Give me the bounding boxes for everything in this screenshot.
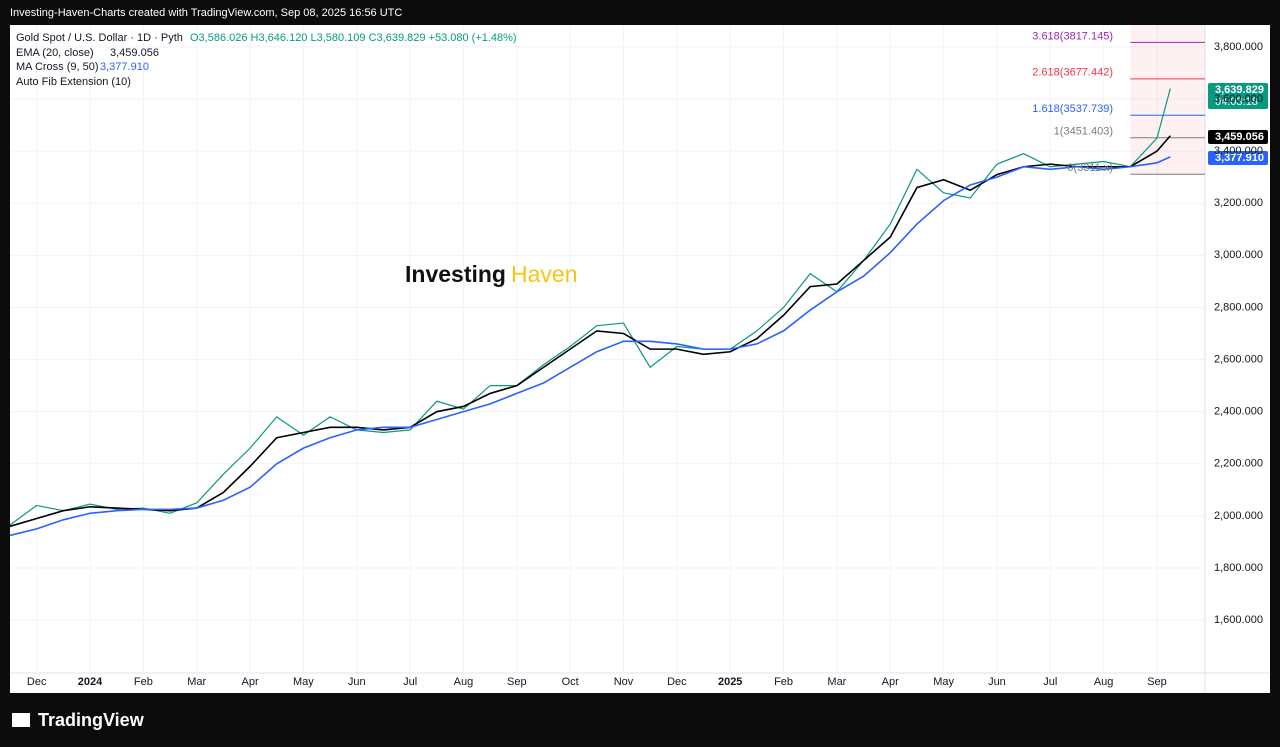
x-tick-label: Apr bbox=[242, 676, 259, 688]
x-tick-label: May bbox=[293, 676, 314, 688]
y-tick-label: 2,200.000 bbox=[1214, 458, 1263, 470]
legend-ma: MA Cross (9, 50) bbox=[16, 61, 99, 73]
y-tick-label: 2,400.000 bbox=[1214, 406, 1263, 418]
y-tick-label: 3,800.000 bbox=[1214, 41, 1263, 53]
x-tick-label: Feb bbox=[134, 676, 153, 688]
series bbox=[9, 88, 1171, 537]
y-tick-label: 3,600.000 bbox=[1214, 93, 1263, 105]
x-tick-label: May bbox=[933, 676, 954, 688]
y-tick-label: 3,000.000 bbox=[1214, 249, 1263, 261]
x-tick-label: Jul bbox=[1043, 676, 1057, 688]
y-tick-label: 2,800.000 bbox=[1214, 301, 1263, 313]
legend-ema: EMA (20, close) bbox=[16, 47, 94, 59]
x-tick-label: Dec bbox=[27, 676, 47, 688]
watermark-haven: Haven bbox=[511, 261, 577, 287]
x-tick-label: 2025 bbox=[718, 676, 742, 688]
brand: TradingView bbox=[38, 710, 145, 730]
x-tick-label: Aug bbox=[454, 676, 474, 688]
ma-badge-text: 3,377.910 bbox=[1215, 152, 1264, 164]
legend-ohlc: O3,586.026 H3,646.120 L3,580.109 C3,639.… bbox=[190, 32, 517, 44]
price-badge bbox=[1208, 83, 1268, 109]
x-tick-label: Oct bbox=[562, 676, 579, 688]
series-line bbox=[9, 88, 1171, 526]
fib-label: 0(3311.x) bbox=[1067, 162, 1113, 174]
fib-label: 1.618(3537.739) bbox=[1032, 103, 1113, 115]
y-tick-label: 2,000.000 bbox=[1214, 510, 1263, 522]
x-tick-label: Mar bbox=[827, 676, 846, 688]
ma-badge bbox=[1208, 151, 1268, 165]
legend-ma-value: 3,377.910 bbox=[100, 61, 149, 73]
grid bbox=[10, 25, 1205, 673]
legend-ema-value: 3,459.056 bbox=[110, 47, 159, 59]
x-tick-label: Mar bbox=[187, 676, 206, 688]
y-tick-label: 3,400.000 bbox=[1214, 145, 1263, 157]
watermark-investing: Investing bbox=[405, 261, 506, 287]
y-tick-label: 1,600.000 bbox=[1214, 614, 1263, 626]
y-tick-label: 1,800.000 bbox=[1214, 562, 1263, 574]
ema-badge-text: 3,459.056 bbox=[1215, 131, 1264, 143]
x-tick-label: Dec bbox=[667, 676, 687, 688]
y-tick-label: 3,200.000 bbox=[1214, 197, 1263, 209]
x-tick-label: 2024 bbox=[78, 676, 103, 688]
y-tick-label: 2,600.000 bbox=[1214, 353, 1263, 365]
x-tick-label: Sep bbox=[1147, 676, 1167, 688]
plot-background bbox=[10, 25, 1270, 693]
x-tick-label: Feb bbox=[774, 676, 793, 688]
header-title: Investing-Haven-Charts created with Trad… bbox=[10, 7, 402, 19]
x-tick-label: Jul bbox=[403, 676, 417, 688]
legend-fib: Auto Fib Extension (10) bbox=[16, 76, 131, 88]
x-tick-label: Apr bbox=[882, 676, 899, 688]
x-tick-label: Jun bbox=[348, 676, 366, 688]
ema-badge bbox=[1208, 130, 1268, 144]
x-tick-label: Sep bbox=[507, 676, 527, 688]
price-badge-text: 3,639.829 bbox=[1215, 84, 1264, 96]
fib-label: 1(3451.403) bbox=[1054, 126, 1113, 138]
x-tick-label: Nov bbox=[614, 676, 634, 688]
fib-label: 3.618(3817.145) bbox=[1032, 30, 1113, 42]
countdown: 04:03:18 bbox=[1215, 96, 1258, 108]
series-line bbox=[9, 156, 1171, 537]
x-tick-label: Jun bbox=[988, 676, 1006, 688]
x-tick-label: Aug bbox=[1094, 676, 1114, 688]
fib-label: 2.618(3677.442) bbox=[1032, 67, 1113, 79]
logo-mark bbox=[12, 713, 30, 727]
legend-symbol: Gold Spot / U.S. Dollar · 1D · Pyth bbox=[16, 32, 183, 44]
